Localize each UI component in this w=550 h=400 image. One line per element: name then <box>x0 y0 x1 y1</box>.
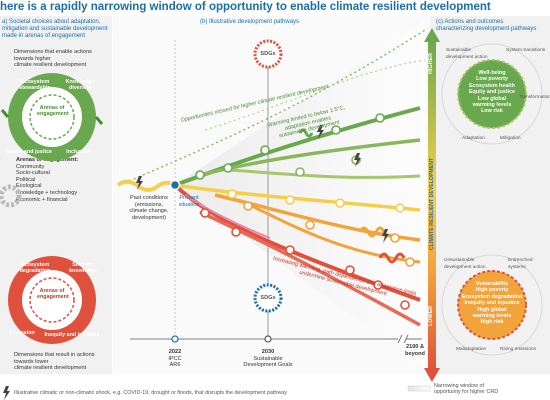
green-circle-center: Arenas of engagement <box>37 105 69 118</box>
axis-2100-label: 2100 & beyond <box>405 344 425 357</box>
higher-label: HIGHER <box>428 53 434 74</box>
shock-legend-icon <box>3 386 10 400</box>
red-ring-exclusion: Exclusion <box>9 330 35 336</box>
narrowing-window <box>175 20 425 370</box>
sdg-badge-top <box>253 39 283 69</box>
missed-opportunity-path <box>119 29 426 186</box>
bottom-ring-unsustainable: Unsustainable development action <box>444 258 486 270</box>
pink-pathway <box>184 194 271 239</box>
present-situation-label: Present situation <box>178 195 200 208</box>
top-ring-system-transitions: System transitions <box>506 48 546 53</box>
page-title: here is a rapidly narrowing window of op… <box>0 1 491 13</box>
red-ring-singular: Singular knowledge <box>69 262 97 275</box>
enable-dimensions-text: Dimensions that enable actions towards h… <box>14 49 92 69</box>
red-ring-inequity: Inequity and injustice <box>44 332 100 338</box>
bottom-outcomes-list: Vulnerability High poverty Ecosystem deg… <box>461 281 523 326</box>
green-pathway-2 <box>199 138 421 177</box>
decision-nodes <box>195 113 415 310</box>
sdg-badge-bottom <box>253 283 283 313</box>
top-ring-sustainable-action: Sustainable development action <box>446 48 488 60</box>
lower-label: LOWER <box>428 305 434 326</box>
lower-dimensions-text: Dimensions that result in actions toward… <box>14 352 95 372</box>
section-c-heading: (c) Actions and outcomes characterizing … <box>436 19 537 32</box>
top-ring-adaptation: Adaptation <box>462 136 485 141</box>
past-conditions-label: Past conditions (emissions, climate chan… <box>129 195 169 221</box>
outcomes-circle-top <box>441 43 543 145</box>
shock-legend-label: Illustrative climatic or non-climatic sh… <box>14 390 287 396</box>
green-ring-equity: Equity and justice <box>5 149 53 155</box>
crd-gradient-bar <box>428 40 436 370</box>
green-arenas-circle <box>0 73 104 161</box>
bottom-ring-rising-emissions: Rising emissions <box>500 347 536 352</box>
bottom-ring-maladaptation: Maladaptation <box>456 347 487 352</box>
crd-axis-label: CLIMATE RESILIENT DEVELOPMENT <box>429 157 435 250</box>
past-conditions-path <box>116 179 176 192</box>
green-ring-inclusion: Inclusion <box>66 149 90 155</box>
axis-2030-label: 2030 Sustainable Development Goals <box>243 349 293 369</box>
gear-icon <box>0 184 22 208</box>
bottom-ring-entrenched: Entrenched systems <box>508 258 533 270</box>
top-outcomes-list: Well-being Low poverty Ecosystem health … <box>468 70 516 115</box>
axis-2022-label: 2022 IPCC AR6 <box>168 349 182 369</box>
shock-icons <box>136 125 389 243</box>
red-circle-center: Arenas of engagement <box>37 288 69 301</box>
marker-2030 <box>264 335 272 343</box>
red-ring-degradation: Ecosystem degradation <box>19 262 51 275</box>
top-ring-mitigation: Mitigation <box>500 136 521 141</box>
green-ring-ecosystem: Ecosystem stewardship <box>19 79 51 92</box>
section-b-heading: (b) Illustrative development pathways <box>200 19 300 25</box>
sdg-badge-bottom-label: SDGs <box>260 295 276 301</box>
green-ring-knowledge: Knowledge diversity <box>65 79 95 92</box>
sdg-badge-top-label: SDGs <box>260 51 276 57</box>
top-ring-transformation: Transformation <box>519 95 550 100</box>
window-legend-swatch <box>407 385 431 392</box>
red-pathway-2 <box>199 210 421 327</box>
outcomes-circle-bottom <box>441 254 543 356</box>
section-a-heading: a) Societal choices about adaptation, mi… <box>2 19 108 39</box>
yellow-pathway-1 <box>174 183 421 212</box>
marker-2022 <box>171 335 179 343</box>
red-arenas-circle <box>8 256 96 344</box>
green-pathway-3 <box>229 168 421 179</box>
window-legend-label: Narrowing window of opportunity for high… <box>434 383 499 396</box>
present-marker <box>169 179 181 191</box>
